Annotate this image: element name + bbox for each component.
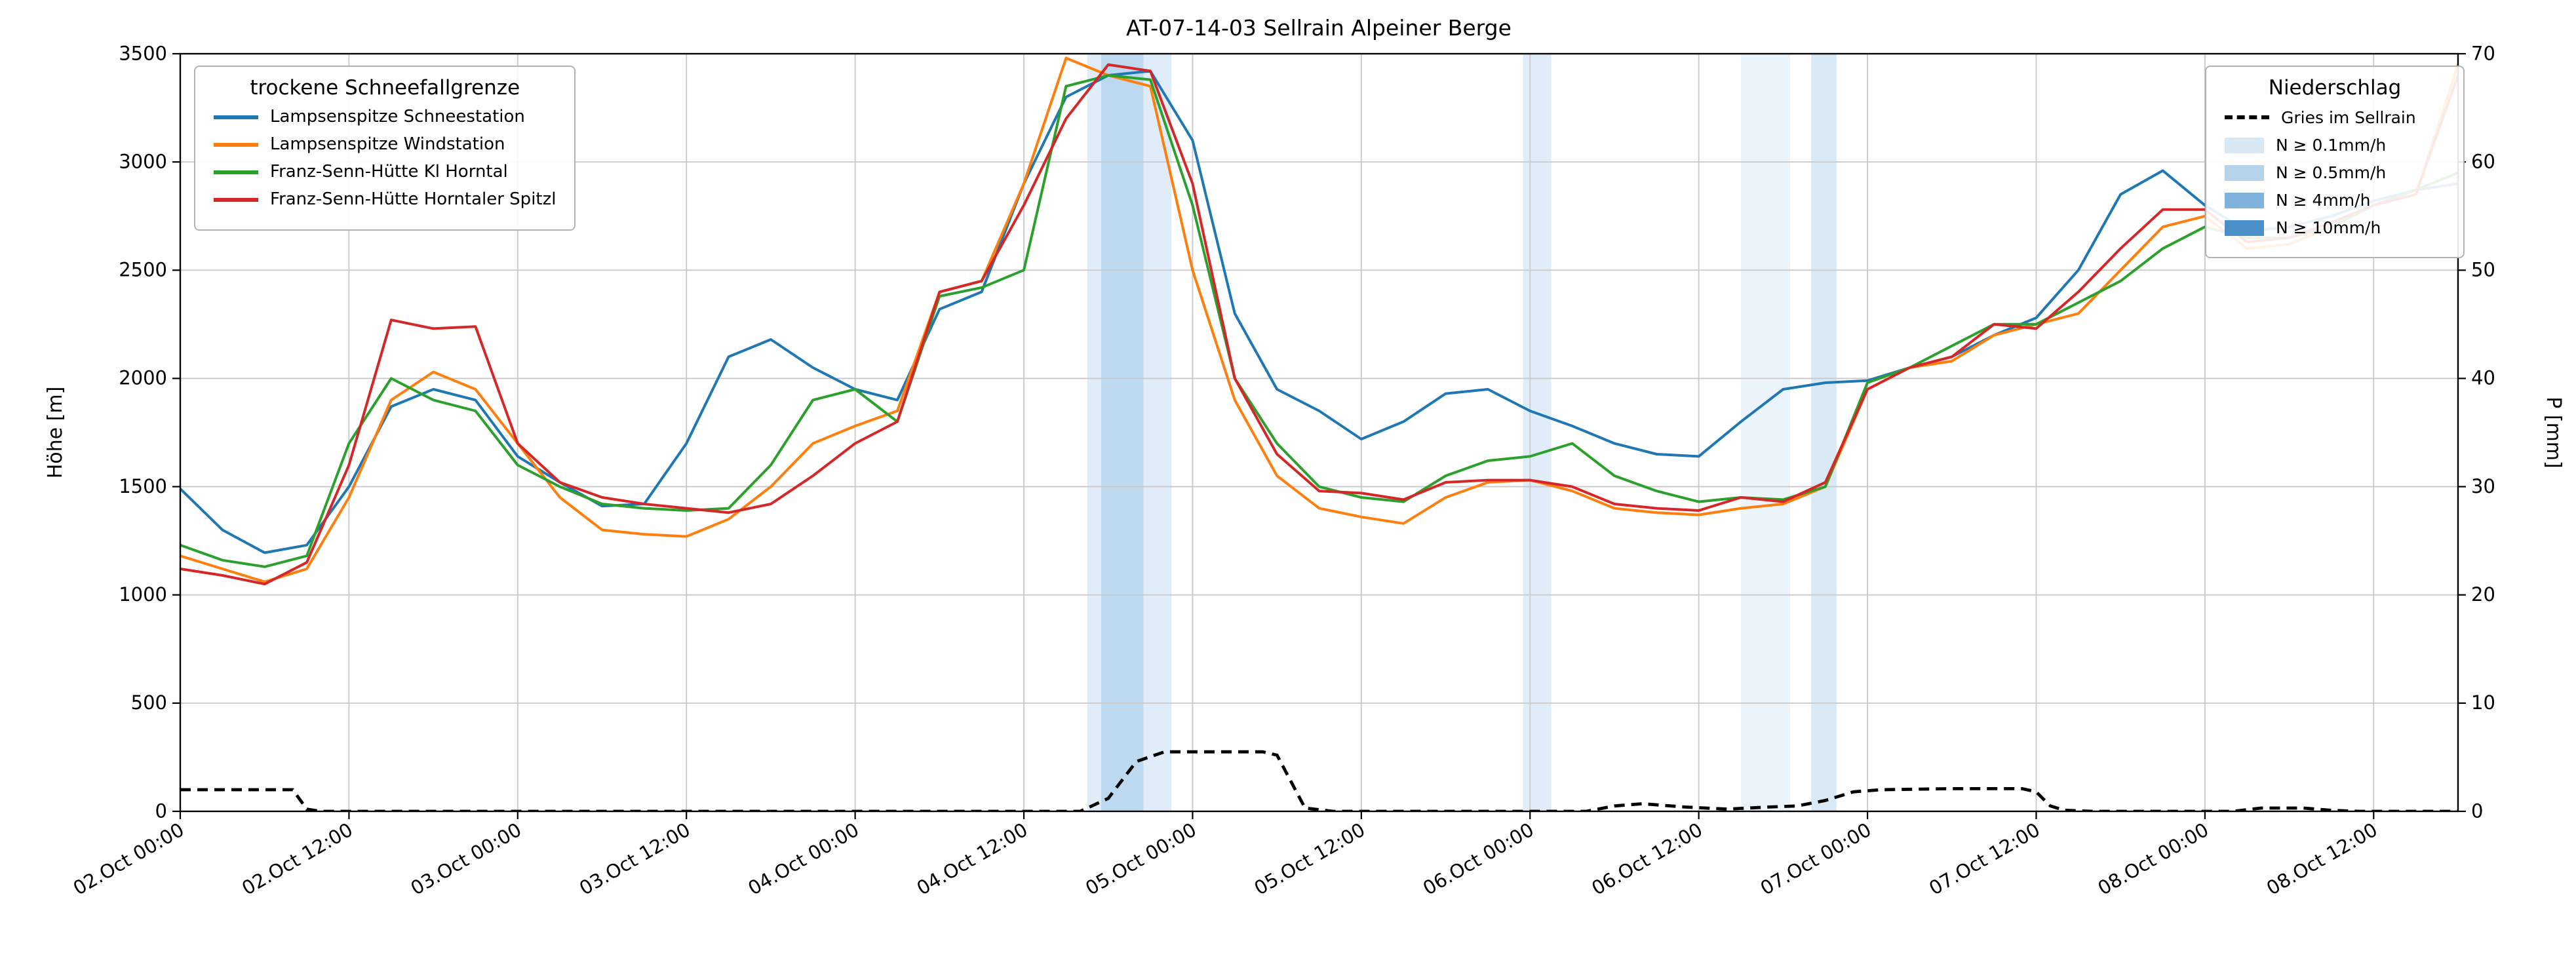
x-tick-label: 06.Oct 12:00 bbox=[1588, 819, 1706, 900]
legend-entry: Franz-Senn-Hütte Horntaler Spitzl bbox=[214, 190, 556, 210]
y-tick-label-right: 20 bbox=[2471, 583, 2495, 606]
x-tick-label: 04.Oct 12:00 bbox=[913, 819, 1032, 900]
legend-line-sample bbox=[214, 198, 258, 202]
legend-line-sample bbox=[214, 143, 258, 147]
x-tick-label: 08.Oct 00:00 bbox=[2094, 819, 2213, 900]
x-tick-label: 03.Oct 00:00 bbox=[407, 819, 526, 900]
legend-band-patch bbox=[2225, 137, 2264, 153]
x-tick-label: 03.Oct 12:00 bbox=[576, 819, 694, 900]
y-tick-label-right: 70 bbox=[2471, 42, 2495, 64]
legend-entry-label: N ≥ 0.1mm/h bbox=[2276, 135, 2387, 155]
precip-band bbox=[1523, 54, 1551, 811]
series-franz-senn-huette-kl-horntal bbox=[180, 74, 2458, 568]
legend-precipitation: Niederschlag Gries im Sellrain N ≥ 0.1mm/… bbox=[2205, 66, 2465, 258]
legend-entry-label: N ≥ 10mm/h bbox=[2276, 218, 2381, 237]
legend-line-sample bbox=[214, 170, 258, 174]
legend-band-patch bbox=[2225, 192, 2264, 208]
x-tick-label: 02.Oct 12:00 bbox=[238, 819, 357, 900]
legend-precipitation-entries: Gries im Sellrain N ≥ 0.1mm/h N ≥ 0.5mm/h N… bbox=[2222, 107, 2448, 237]
x-tick-label: 07.Oct 00:00 bbox=[1757, 819, 1875, 900]
legend-snowline: trockene Schneefallgrenze Lampsenspitze … bbox=[194, 66, 576, 231]
legend-entry-label: Franz-Senn-Hütte Kl Horntal bbox=[270, 163, 508, 182]
y-tick-label-left: 2000 bbox=[119, 367, 167, 389]
x-tick-label: 05.Oct 00:00 bbox=[1082, 819, 1200, 900]
legend-precipitation-title: Niederschlag bbox=[2268, 76, 2402, 100]
legend-entry: N ≥ 10mm/h bbox=[2225, 218, 2445, 237]
legend-entry-label: N ≥ 0.5mm/h bbox=[2276, 163, 2387, 182]
y-tick-label-left: 2500 bbox=[119, 259, 167, 281]
legend-dashed-line-sample bbox=[2225, 115, 2269, 119]
y-tick-label-left: 1000 bbox=[119, 583, 167, 606]
precip-band bbox=[1101, 54, 1144, 811]
y-tick-label-left: 0 bbox=[155, 800, 167, 822]
x-tick-label: 04.Oct 00:00 bbox=[744, 819, 863, 900]
series-franz-senn-huette-horntaler-spitzl bbox=[180, 63, 2458, 586]
y-tick-label-right: 60 bbox=[2471, 150, 2495, 172]
legend-entry: N ≥ 0.5mm/h bbox=[2225, 163, 2445, 182]
legend-entry-label: Lampsenspitze Schneestation bbox=[270, 107, 525, 127]
series-lampsenspitze-windstation bbox=[180, 56, 2458, 583]
legend-entry: Franz-Senn-Hütte Kl Horntal bbox=[214, 163, 556, 182]
legend-entry-label: N ≥ 4mm/h bbox=[2276, 190, 2371, 210]
legend-entry: Lampsenspitze Windstation bbox=[214, 135, 556, 155]
x-tick-label: 08.Oct 12:00 bbox=[2263, 819, 2381, 900]
precip-line-gries-im-sellrain bbox=[180, 750, 2458, 811]
y-tick-label-left: 3500 bbox=[119, 42, 167, 64]
y-tick-label-right: 0 bbox=[2471, 800, 2483, 822]
legend-line-sample bbox=[214, 115, 258, 119]
x-tick-label: 07.Oct 12:00 bbox=[1925, 819, 2044, 900]
y-tick-label-left: 1500 bbox=[119, 475, 167, 497]
precip-band bbox=[1741, 54, 1791, 811]
legend-entry: Lampsenspitze Schneestation bbox=[214, 107, 556, 127]
y-axis-label-right: P [mm] bbox=[2542, 396, 2566, 469]
x-tick-label: 02.Oct 00:00 bbox=[69, 819, 188, 900]
x-tick-label: 06.Oct 00:00 bbox=[1419, 819, 1538, 900]
legend-entry: N ≥ 0.1mm/h bbox=[2225, 135, 2445, 155]
legend-band-patch bbox=[2225, 164, 2264, 180]
y-tick-label-right: 50 bbox=[2471, 259, 2495, 281]
precip-band bbox=[1811, 54, 1837, 811]
plot-spines bbox=[179, 52, 2459, 813]
y-tick-label-right: 10 bbox=[2471, 691, 2495, 714]
y-axis-label-left: Höhe [m] bbox=[43, 386, 67, 479]
legend-entry-label: Gries im Sellrain bbox=[2281, 107, 2416, 127]
legend-band-patch bbox=[2225, 220, 2264, 235]
x-tick-label: 05.Oct 12:00 bbox=[1251, 819, 1369, 900]
y-tick-label-right: 30 bbox=[2471, 475, 2495, 497]
y-tick-label-left: 500 bbox=[131, 691, 167, 714]
legend-snowline-entries: Lampsenspitze Schneestation Lampsenspitze… bbox=[211, 107, 559, 210]
legend-entry-label: Lampsenspitze Windstation bbox=[270, 135, 505, 155]
y-tick-label-right: 40 bbox=[2471, 367, 2495, 389]
legend-entry: N ≥ 4mm/h bbox=[2225, 190, 2445, 210]
legend-entry: Gries im Sellrain bbox=[2225, 107, 2445, 127]
chart-title: AT-07-14-03 Sellrain Alpeiner Berge bbox=[1126, 16, 1512, 41]
legend-snowline-title: trockene Schneefallgrenze bbox=[250, 76, 520, 100]
legend-entry-label: Franz-Senn-Hütte Horntaler Spitzl bbox=[270, 190, 556, 210]
y-tick-label-left: 3000 bbox=[119, 150, 167, 172]
